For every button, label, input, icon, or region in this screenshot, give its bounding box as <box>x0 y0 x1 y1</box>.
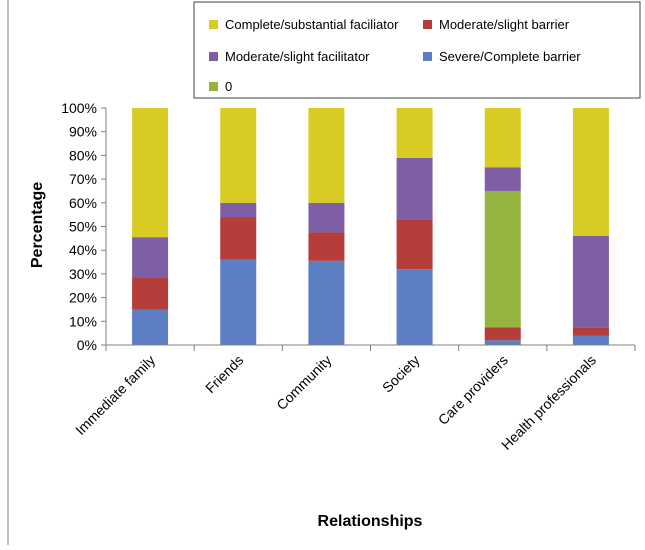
bar-segment <box>308 232 345 261</box>
y-tick-label: 10% <box>69 313 97 329</box>
bar-segment <box>132 108 169 238</box>
bar-segment <box>484 327 521 341</box>
bar-segment <box>572 235 609 328</box>
legend-box <box>193 1 641 99</box>
bar-segment <box>308 202 345 233</box>
bar-segment <box>132 309 169 345</box>
legend-label: Severe/Complete barrier <box>439 49 581 64</box>
bar-segment <box>396 219 433 270</box>
legend-label: Moderate/slight barrier <box>439 17 570 32</box>
bar-segment <box>484 108 521 168</box>
bar-segment <box>220 108 257 203</box>
legend-swatch <box>209 52 218 61</box>
bar-segment <box>220 217 257 260</box>
legend: Complete/substantial faciliator Moderate/… <box>193 1 641 99</box>
x-tick-label: Community <box>273 352 334 413</box>
y-axis-label: Percentage <box>29 182 46 268</box>
bar-segment <box>308 108 345 203</box>
bar-segment <box>132 277 169 310</box>
bar-segment <box>572 108 609 236</box>
legend-swatch <box>209 20 218 29</box>
bar-segment <box>396 269 433 345</box>
bar-segment <box>484 190 521 328</box>
y-tick-label: 70% <box>69 171 97 187</box>
legend-label: Moderate/slight facilitator <box>225 49 370 64</box>
bar-segment <box>220 202 257 218</box>
legend-label: 0 <box>225 79 232 94</box>
x-tick-label: Health professionals <box>498 352 599 453</box>
bar-segment <box>572 327 609 336</box>
bar-segment <box>308 260 345 345</box>
y-tick-label: 50% <box>69 219 97 235</box>
bar-segment <box>132 237 169 278</box>
y-tick-label: 100% <box>61 100 97 116</box>
x-tick-label: Care providers <box>435 352 511 428</box>
legend-swatch <box>423 52 432 61</box>
plot-area <box>132 108 609 345</box>
x-axis-label: Relationships <box>318 513 423 530</box>
bar-segment <box>484 167 521 191</box>
legend-swatch <box>209 82 218 91</box>
bar-segment <box>396 157 433 220</box>
y-tick-label: 90% <box>69 124 97 140</box>
bar-segment <box>220 259 257 345</box>
x-axis: Immediate family Friends Community Society C… <box>72 344 636 453</box>
bar-segment <box>396 108 433 158</box>
y-tick-label: 40% <box>69 242 97 258</box>
bar-segment <box>484 340 521 345</box>
y-tick-label: 80% <box>69 147 97 163</box>
x-tick-label: Immediate family <box>72 352 158 438</box>
y-tick-label: 30% <box>69 266 97 282</box>
y-tick-label: 20% <box>69 290 97 306</box>
legend-swatch <box>423 20 432 29</box>
bar-segment <box>572 335 609 345</box>
x-tick-label: Friends <box>202 352 246 396</box>
x-tick-label: Society <box>379 352 423 396</box>
y-tick-label: 0% <box>77 337 97 353</box>
y-tick-label: 60% <box>69 195 97 211</box>
y-axis: 0% 10% 20% 30% 40% 50% 60% 70% 80% 90% 100% <box>61 100 107 353</box>
legend-label: Complete/substantial faciliator <box>225 17 399 32</box>
